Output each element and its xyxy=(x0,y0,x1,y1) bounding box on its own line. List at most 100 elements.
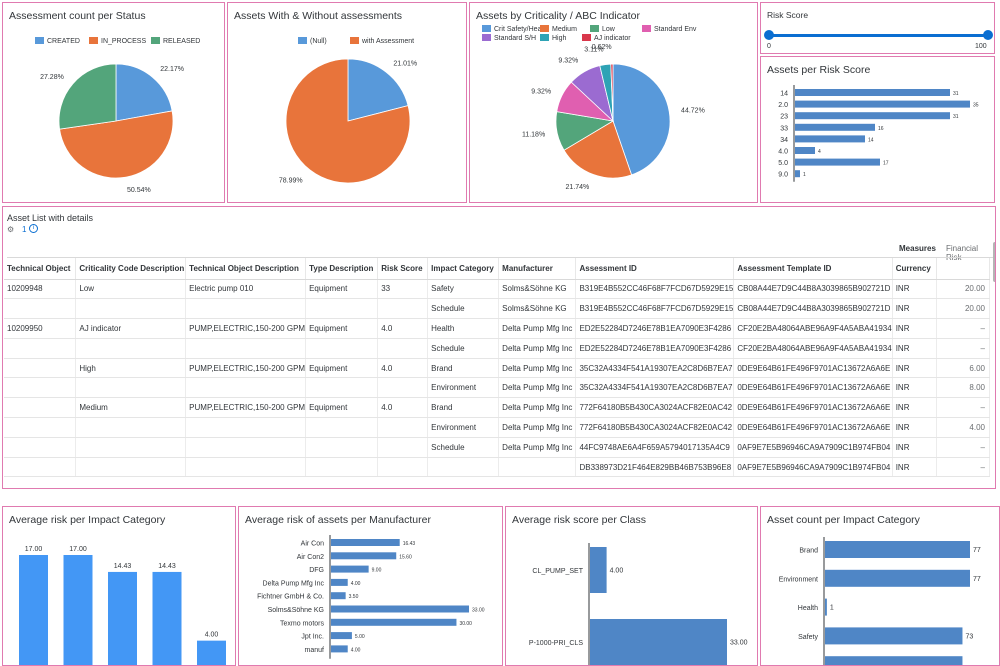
bar[interactable] xyxy=(795,135,865,143)
tile-criticality[interactable]: Assets by Criticality / ABC Indicator Cr… xyxy=(469,2,758,203)
pie-slice[interactable] xyxy=(563,120,633,179)
legend-label[interactable]: (Null) xyxy=(310,38,327,45)
table-row[interactable]: 10209950 AJ indicator PUMP,ELECTRIC,150-20… xyxy=(4,318,990,339)
legend-label[interactable]: High xyxy=(552,35,567,42)
bar[interactable] xyxy=(795,123,875,131)
table-row[interactable]: 10209948 Low Electric pump 010 Equipment 33 S… xyxy=(4,279,990,300)
column-header[interactable]: Assessment Template ID xyxy=(733,258,893,280)
legend-label[interactable]: IN_PROCESS xyxy=(101,38,146,45)
column-header[interactable]: Manufacturer xyxy=(498,258,577,280)
tile-status[interactable]: Assessment count per Status CREATED IN_PR… xyxy=(2,2,225,203)
legend-swatch[interactable] xyxy=(540,25,549,32)
legend-label[interactable]: RELEASED xyxy=(163,38,200,45)
bar[interactable] xyxy=(795,112,950,120)
legend-label[interactable]: Standard Env xyxy=(654,26,697,33)
table-row[interactable]: Schedule Solms&Söhne KG B319E4B552CC46F68F… xyxy=(4,298,990,320)
bar[interactable] xyxy=(795,89,950,96)
bar[interactable] xyxy=(825,656,963,666)
pie-slice[interactable] xyxy=(612,63,671,176)
legend-swatch[interactable] xyxy=(590,25,599,32)
legend-swatch[interactable] xyxy=(482,34,491,41)
avg-impact-bar-chart[interactable]: 17.00 17.00 14.43 14.43 4.00 xyxy=(3,507,236,666)
bar[interactable] xyxy=(108,571,137,666)
bar[interactable] xyxy=(795,158,880,166)
bar[interactable] xyxy=(152,571,182,666)
column-header[interactable]: Assessment ID xyxy=(575,258,735,280)
risk-slider-track[interactable] xyxy=(768,34,989,37)
bar[interactable] xyxy=(825,541,970,558)
pie-slice[interactable] xyxy=(58,63,117,130)
bar[interactable] xyxy=(331,565,369,573)
legend-label[interactable]: Medium xyxy=(552,26,577,33)
bar[interactable] xyxy=(795,100,970,108)
table-row[interactable]: Medium PUMP,ELECTRIC,150-200 GPM Equipment… xyxy=(4,397,990,419)
table-row[interactable]: DB338973D21F464E829BB46B753B96E8 0AF9E7E5… xyxy=(4,457,990,478)
settings-icon[interactable]: ⚙ xyxy=(7,225,15,234)
with-without-pie-chart[interactable]: (Null) with Assessment 21.01% 78.99% xyxy=(228,3,467,203)
pie-slice[interactable] xyxy=(285,58,411,184)
legend-label[interactable]: Crit Safety/Health xyxy=(494,26,549,33)
table-row[interactable]: Environment Delta Pump Mfg Inc 35C32A4334F… xyxy=(4,377,990,399)
legend-swatch[interactable] xyxy=(151,37,160,44)
bar[interactable] xyxy=(331,605,469,613)
bar[interactable] xyxy=(331,552,397,560)
bar[interactable] xyxy=(825,627,963,645)
pie-slice[interactable] xyxy=(115,63,173,122)
pie-slice[interactable] xyxy=(347,58,409,122)
tile-per-risk[interactable]: Assets per Risk Score 14 31 2.0 35 23 31 33 16 3… xyxy=(760,56,995,203)
bar[interactable] xyxy=(331,592,346,600)
bar[interactable] xyxy=(795,147,815,154)
legend-label[interactable]: with Assessment xyxy=(361,38,414,45)
criticality-pie-chart[interactable]: Crit Safety/Health Medium Low Standard Env S… xyxy=(470,3,758,203)
legend-label[interactable]: Standard S/H xyxy=(494,35,536,42)
column-header[interactable]: Type Description xyxy=(305,258,379,280)
column-header[interactable]: Technical Object Description xyxy=(185,258,307,280)
legend-label[interactable]: CREATED xyxy=(47,38,80,45)
table-row[interactable]: Environment Delta Pump Mfg Inc 772F64180B5… xyxy=(4,417,990,438)
bar[interactable] xyxy=(331,618,457,626)
bar[interactable] xyxy=(197,640,226,666)
bar[interactable] xyxy=(795,170,800,178)
bar[interactable] xyxy=(19,555,48,666)
per-risk-bar-chart[interactable]: 14 31 2.0 35 23 31 33 16 34 14 4.0 4 5.0 17 9.0 1 xyxy=(761,57,995,203)
bar[interactable] xyxy=(331,632,352,640)
column-header[interactable]: Currency xyxy=(892,258,938,280)
legend-swatch[interactable] xyxy=(35,37,44,44)
bar[interactable] xyxy=(63,555,93,666)
tile-count-impact[interactable]: Asset count per Impact Category Brand 77 E… xyxy=(760,506,1000,666)
table-row[interactable]: High PUMP,ELECTRIC,150-200 GPM Equipment 4.… xyxy=(4,358,990,379)
risk-slider-max-handle[interactable] xyxy=(983,30,993,40)
legend-label[interactable]: Low xyxy=(602,26,616,33)
legend-swatch[interactable] xyxy=(350,37,359,44)
legend-swatch[interactable] xyxy=(89,37,98,44)
legend-swatch[interactable] xyxy=(482,25,491,32)
tile-avg-impact[interactable]: Average risk per Impact Category 17.00 17… xyxy=(2,506,236,666)
avg-manufacturer-bar-chart[interactable]: Air Con 16.43 Air Con2 15.60 DFG 9.00 Delta Pu… xyxy=(239,507,503,666)
column-header[interactable] xyxy=(936,258,990,280)
column-header[interactable]: Criticality Code Description xyxy=(75,258,187,280)
tile-avg-class[interactable]: Average risk score per Class CL_PUMP_SET… xyxy=(505,506,758,666)
bar[interactable] xyxy=(590,619,727,665)
column-header[interactable]: Technical Object xyxy=(4,258,77,280)
legend-label[interactable]: AJ indicator xyxy=(594,35,631,42)
avg-class-bar-chart[interactable]: CL_PUMP_SET 4.00 P-1000-PRI_CLS 33.00 xyxy=(506,507,758,666)
column-header[interactable]: Risk Score xyxy=(377,258,429,280)
tile-with-without[interactable]: Assets With & Without assessments (Null)… xyxy=(227,2,467,203)
legend-swatch[interactable] xyxy=(540,34,549,41)
table-scrollbar[interactable] xyxy=(993,242,995,282)
bar[interactable] xyxy=(331,578,348,586)
pie-slice[interactable] xyxy=(59,110,174,179)
table-row[interactable]: Schedule Delta Pump Mfg Inc ED2E52284D7246… xyxy=(4,338,990,359)
tile-avg-manufacturer[interactable]: Average risk of assets per Manufacturer … xyxy=(238,506,503,666)
legend-swatch[interactable] xyxy=(642,25,651,32)
count-impact-bar-chart[interactable]: Brand 77 Environment 77 Health 1 Safety 73 xyxy=(761,507,1000,666)
legend-swatch[interactable] xyxy=(298,37,307,44)
bar[interactable] xyxy=(331,645,348,653)
risk-slider-min-handle[interactable] xyxy=(764,30,774,40)
bar[interactable] xyxy=(825,569,970,587)
tile-risk-filter[interactable]: Risk Score 0 100 xyxy=(760,2,995,54)
column-header[interactable]: Impact Category xyxy=(427,258,500,280)
info-icon[interactable]: i xyxy=(29,224,38,233)
filter-count[interactable]: 1 xyxy=(22,225,27,234)
pie-slice[interactable] xyxy=(610,63,614,122)
